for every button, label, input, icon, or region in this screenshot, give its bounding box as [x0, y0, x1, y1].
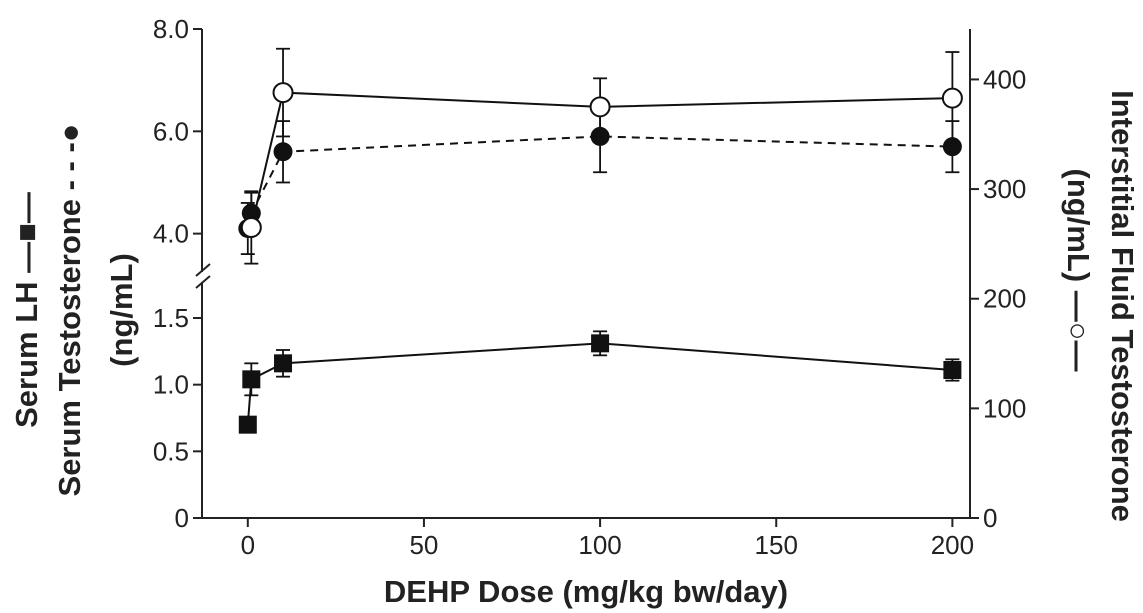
x-tick-label: 50: [409, 530, 438, 560]
interstitial-fluid-testosterone-point: [943, 89, 962, 108]
x-tick-label: 150: [755, 530, 798, 560]
y-right-tick-label: 300: [983, 174, 1026, 204]
y-left-tick-label: 4.0: [153, 219, 189, 249]
x-tick-label: 200: [931, 530, 974, 560]
right-axis-title-line2-group: (ng/mL) —○—: [1061, 169, 1096, 372]
y-right-tick-label: 0: [983, 503, 997, 533]
serum-lh-point: [591, 334, 609, 352]
interstitial-fluid-testosterone-point: [242, 218, 261, 237]
left-axis-title-line2: Serum Testosterone - - -●: [52, 124, 87, 497]
series-layer: [238, 49, 962, 434]
interstitial-fluid-testosterone-point: [274, 83, 293, 102]
serum-lh-point: [943, 361, 961, 379]
y-right-tick-label: 100: [983, 393, 1026, 423]
interstitial-fluid-testosterone-point: [591, 97, 610, 116]
right-axis-title-line2: (ng/mL) —○—: [1061, 169, 1096, 372]
y-right-tick-label: 400: [983, 64, 1026, 94]
serum-lh-point: [239, 416, 257, 434]
left-axis-title-line3-group: (ng/mL): [104, 253, 139, 367]
y-left-tick-label: 0: [175, 503, 189, 533]
right-axis-title-line1-group: Interstitial Fluid Testosterone: [1105, 90, 1140, 522]
axes: [196, 29, 970, 518]
left-axis-title-line1: Serum LH —■—: [9, 192, 44, 428]
x-tick-label: 100: [578, 530, 621, 560]
serum-lh-point: [242, 370, 260, 388]
right-axis-title-line1: Interstitial Fluid Testosterone: [1105, 90, 1140, 522]
left-axis-title-line2-group: Serum Testosterone - - -●: [52, 124, 87, 497]
x-axis-title: DEHP Dose (mg/kg bw/day): [384, 574, 788, 609]
y-left-tick-label: 1.0: [153, 370, 189, 400]
y-left-tick-label: 8.0: [153, 14, 189, 44]
serum-lh-point: [274, 354, 292, 372]
x-tick-label: 0: [241, 530, 255, 560]
left-axis-title-line3: (ng/mL): [104, 253, 139, 367]
left-axis-title-line1-group: Serum LH —■—: [9, 192, 44, 428]
serum-testosterone-point: [274, 142, 293, 161]
y-left-tick-label: 1.5: [153, 303, 189, 333]
y-left-tick-label: 0.5: [153, 436, 189, 466]
y-left-tick-label: 6.0: [153, 116, 189, 146]
y-right-tick-label: 200: [983, 284, 1026, 314]
